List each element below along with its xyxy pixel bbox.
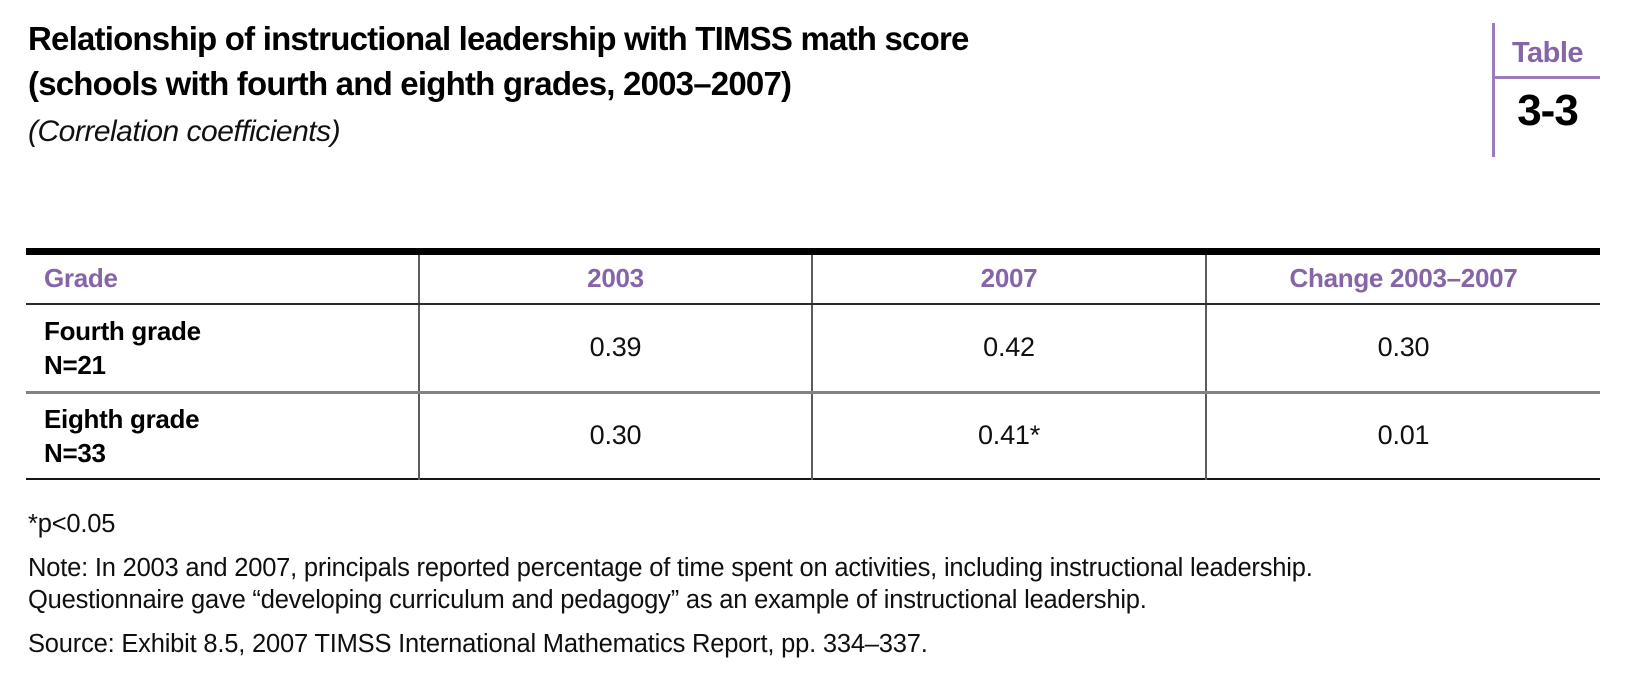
grade-cell-eighth: Eighth grade N=33	[26, 393, 419, 479]
grade-label: Eighth grade	[44, 403, 200, 434]
note-text-line-1: Note: In 2003 and 2007, principals repor…	[28, 554, 1313, 582]
correlation-table: Grade 2003 2007 Change 2003–2007 Fourth …	[26, 248, 1600, 480]
grade-n: N=21	[44, 349, 106, 380]
table-body: Fourth grade N=21 0.39 0.42 0.30 Eighth …	[26, 303, 1600, 479]
grade-cell-fourth: Fourth grade N=21	[26, 303, 419, 394]
grade-label: Fourth grade	[44, 315, 201, 346]
badge-label: Table	[1495, 23, 1600, 79]
table-header: Grade 2003 2007 Change 2003–2007	[26, 251, 1600, 305]
grade-n: N=33	[44, 437, 106, 468]
badge-number: 3-3	[1517, 86, 1579, 135]
source-citation: Source: Exhibit 8.5, 2007 TIMSS Internat…	[28, 630, 928, 658]
value-eighth-2007: 0.41*	[811, 392, 1206, 479]
title-line-2: (schools with fourth and eighth grades, …	[28, 65, 792, 102]
title-line-1: Relationship of instructional leadership…	[28, 20, 969, 57]
table-row: Fourth grade N=21 0.39 0.42 0.30	[26, 303, 1600, 394]
note-text-line-2: Questionnaire gave “developing curriculu…	[28, 586, 1147, 614]
value-eighth-2003: 0.30	[418, 392, 812, 479]
significance-note: *p<0.05	[28, 510, 116, 538]
value-eighth-change: 0.01	[1205, 392, 1600, 479]
value-fourth-2003: 0.39	[418, 303, 812, 394]
page-title: Relationship of instructional leadership…	[28, 16, 969, 149]
value-fourth-change: 0.30	[1205, 303, 1600, 394]
value-fourth-2007: 0.42	[811, 303, 1206, 394]
header-row: Grade 2003 2007 Change 2003–2007	[26, 251, 1600, 305]
column-header-2003: 2003	[418, 251, 812, 305]
column-header-grade: Grade	[26, 251, 419, 305]
table-number-badge: Table 3-3	[1492, 23, 1600, 157]
title-subtitle: (Correlation coefficients)	[28, 115, 341, 148]
table-row: Eighth grade N=33 0.30 0.41* 0.01	[26, 392, 1600, 479]
column-header-change: Change 2003–2007	[1205, 251, 1600, 305]
column-header-2007: 2007	[811, 251, 1206, 305]
